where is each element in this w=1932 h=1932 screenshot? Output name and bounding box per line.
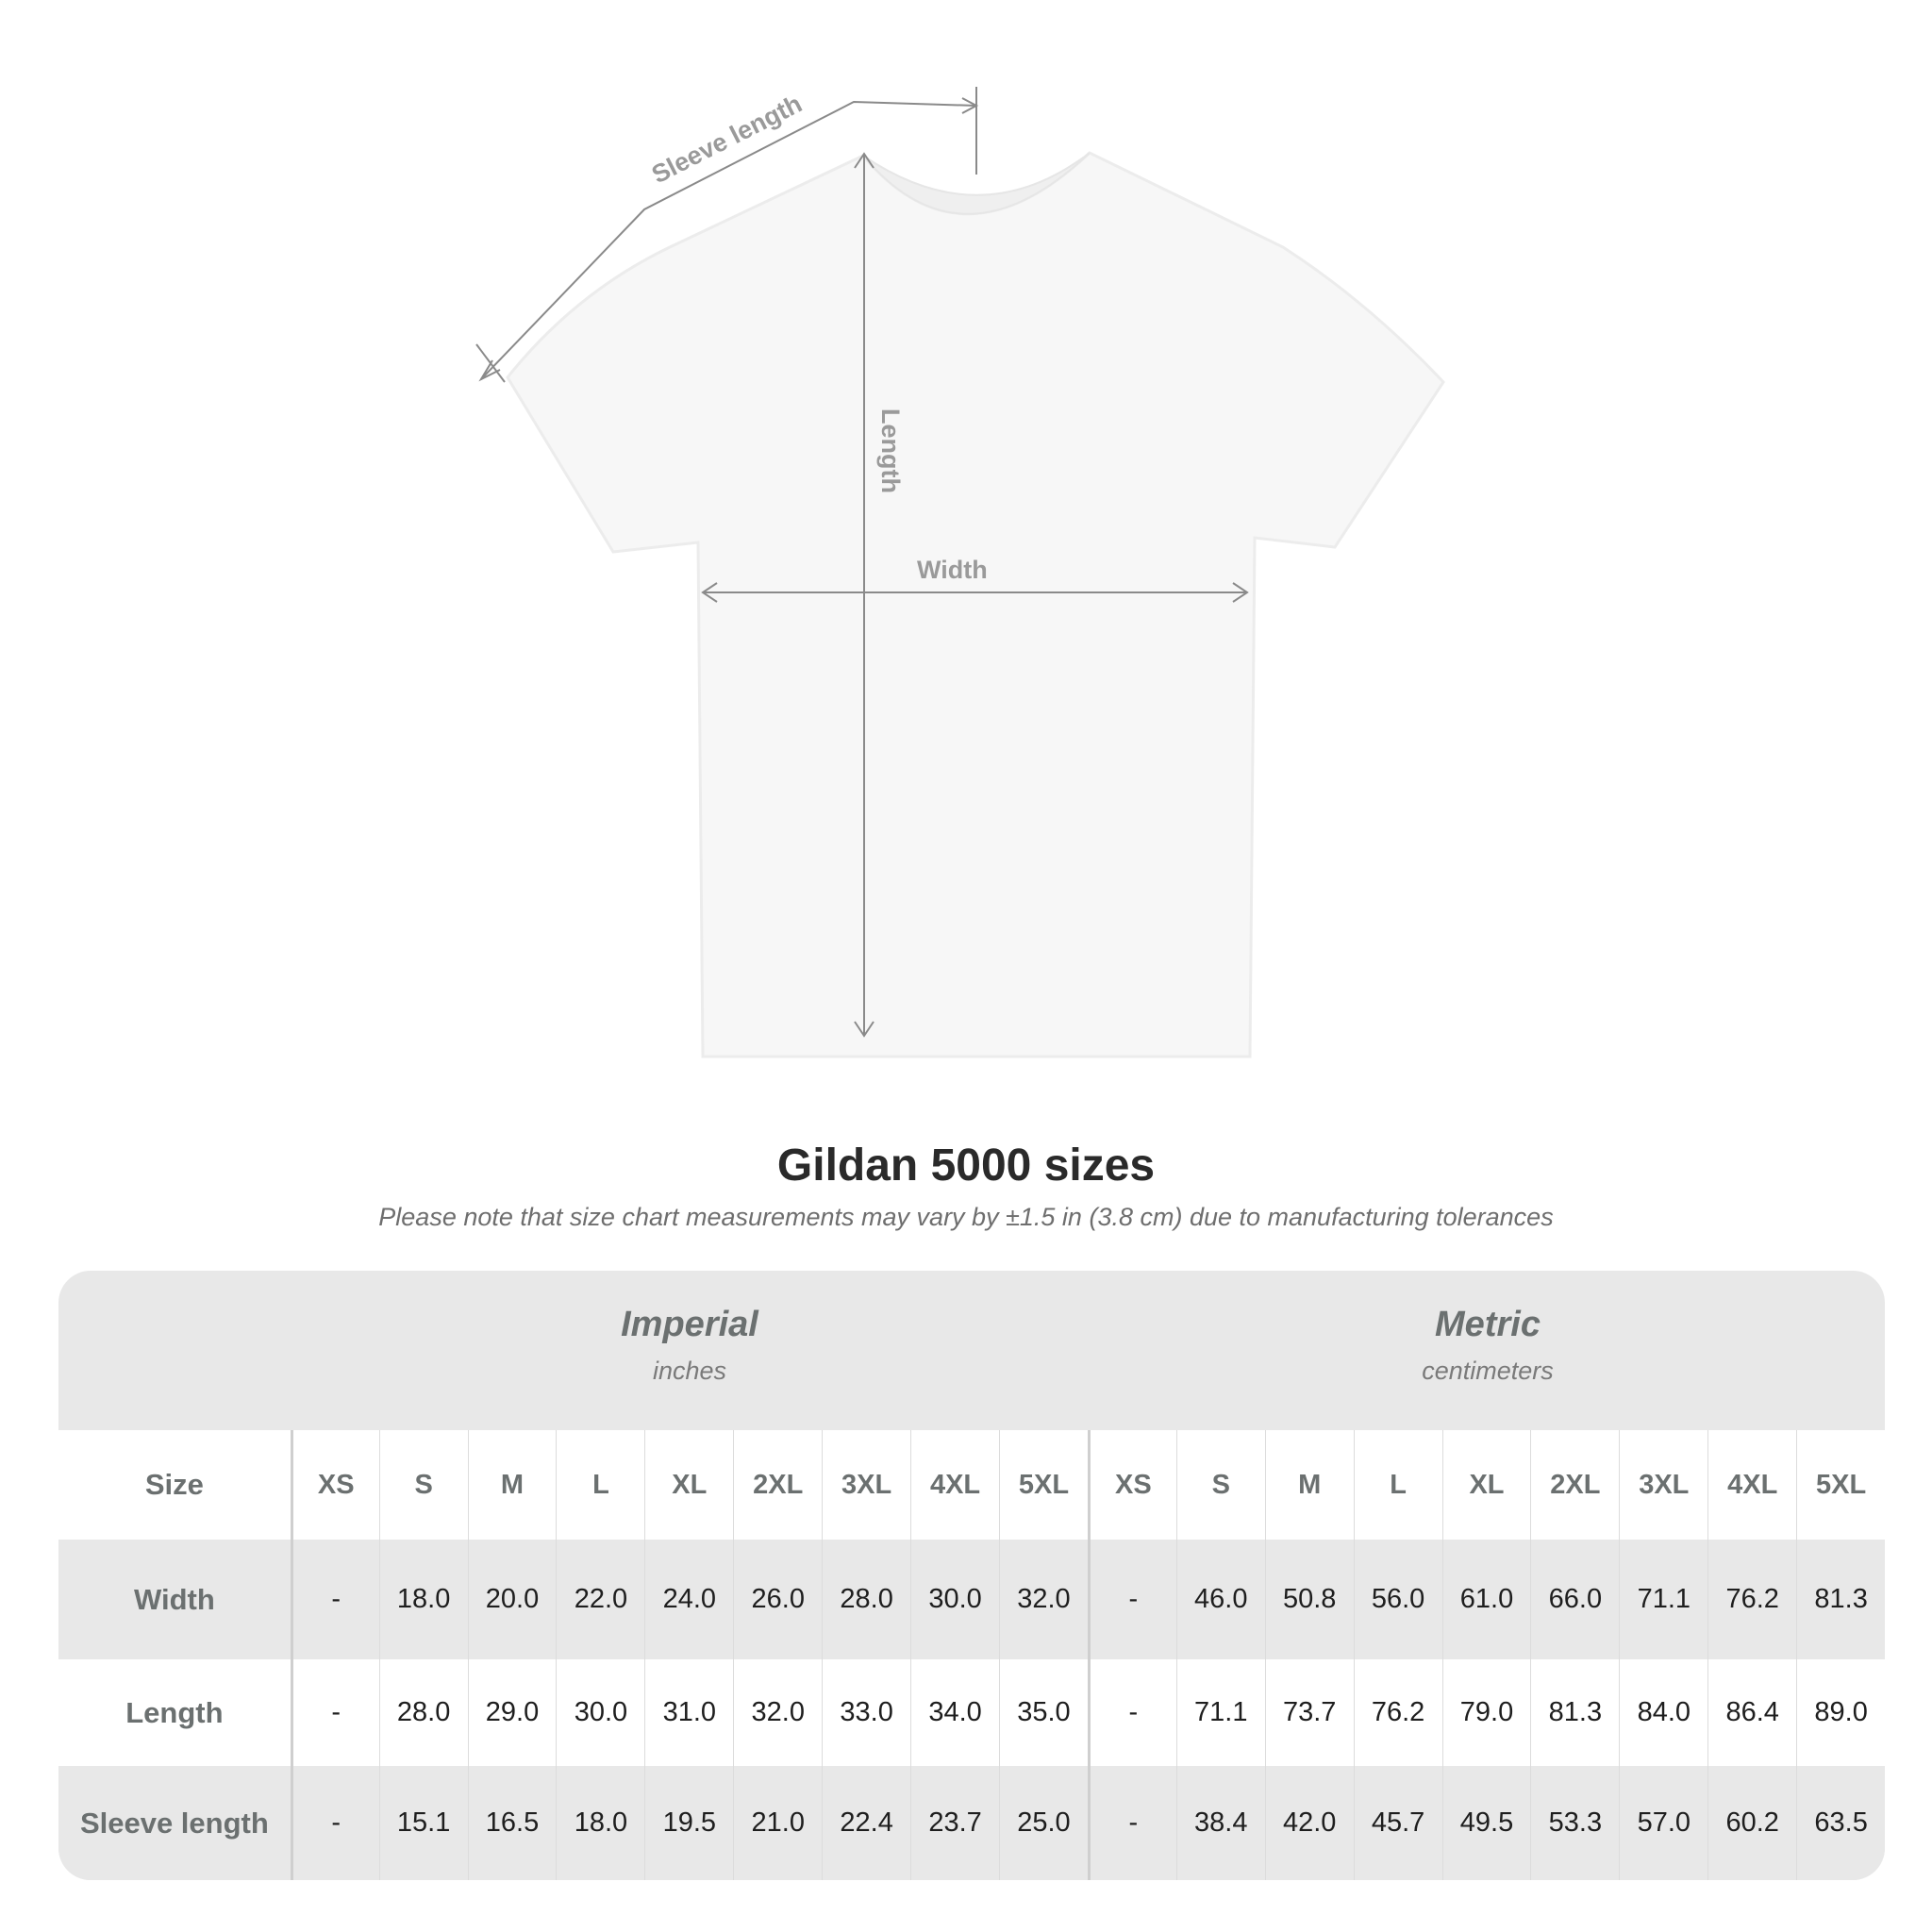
metric-unit: centimeters — [1422, 1357, 1554, 1385]
imperial-value-cell: 30.0 — [556, 1659, 644, 1766]
metric-value-cell: 89.0 — [1796, 1659, 1885, 1766]
imperial-size-header: 2XL — [733, 1430, 822, 1540]
metric-value-cell: 61.0 — [1441, 1540, 1531, 1659]
metric-value-cell: 84.0 — [1619, 1659, 1707, 1766]
imperial-value-cell: 20.0 — [467, 1540, 557, 1659]
table-row: Width -18.0 20.0 22.0 24.0 26.0 28.0 30.0 32.0-4… — [58, 1540, 1885, 1659]
imperial-size-header: 5XL — [999, 1430, 1088, 1540]
metric-size-header: S — [1175, 1430, 1265, 1540]
imperial-value-cell: 22.4 — [822, 1766, 910, 1880]
imperial-value-cell: 35.0 — [999, 1659, 1088, 1766]
metric-size-header: XL — [1441, 1430, 1531, 1540]
imperial-size-header: S — [378, 1430, 468, 1540]
metric-size-header: 2XL — [1530, 1430, 1619, 1540]
metric-value-cell: 76.2 — [1707, 1540, 1796, 1659]
width-label: Width — [917, 556, 988, 584]
imperial-value-cell: 15.1 — [378, 1766, 468, 1880]
length-label: Length — [876, 408, 905, 493]
metric-value-cell: 71.1 — [1619, 1540, 1707, 1659]
imperial-value-cell: 28.0 — [378, 1659, 468, 1766]
row-label: Length — [125, 1695, 224, 1729]
imperial-value-cell: 28.0 — [822, 1540, 910, 1659]
imperial-size-header: M — [467, 1430, 557, 1540]
sleeve-length-line — [480, 100, 977, 380]
imperial-value-cell: 16.5 — [467, 1766, 557, 1880]
metric-value-cell: 42.0 — [1264, 1766, 1354, 1880]
imperial-value-cell: - — [290, 1766, 379, 1880]
metric-value-cell: 56.0 — [1353, 1540, 1442, 1659]
table-row: Length -28.0 29.0 30.0 31.0 32.0 33.0 34.0 35.0-… — [58, 1659, 1885, 1766]
imperial-value-cell: 18.0 — [378, 1540, 468, 1659]
metric-size-header: XS — [1087, 1430, 1176, 1540]
metric-title: Metric — [1435, 1305, 1541, 1344]
imperial-title: Imperial — [621, 1305, 758, 1344]
tolerance-note: Please note that size chart measurements… — [378, 1203, 1554, 1231]
imperial-value-cell: 32.0 — [733, 1659, 822, 1766]
metric-size-header: M — [1264, 1430, 1354, 1540]
metric-value-cell: 45.7 — [1353, 1766, 1442, 1880]
row-label: Width — [133, 1582, 215, 1616]
metric-value-cell: 81.3 — [1796, 1540, 1885, 1659]
imperial-size-header: XL — [644, 1430, 733, 1540]
metric-value-cell: 71.1 — [1175, 1659, 1265, 1766]
imperial-value-cell: 19.5 — [644, 1766, 733, 1880]
metric-value-cell: 53.3 — [1530, 1766, 1619, 1880]
table-row: Sleeve length -15.1 16.5 18.0 19.5 21.0 22.4 23… — [58, 1766, 1885, 1880]
metric-value-cell: - — [1087, 1659, 1176, 1766]
imperial-value-cell: 21.0 — [733, 1766, 822, 1880]
row-label: Sleeve length — [79, 1806, 269, 1840]
metric-value-cell: 76.2 — [1353, 1659, 1442, 1766]
metric-value-cell: 50.8 — [1264, 1540, 1354, 1659]
size-table: Imperial inches Metric centimeters Size X… — [58, 1271, 1885, 1880]
metric-value-cell: 73.7 — [1264, 1659, 1354, 1766]
metric-value-cell: 46.0 — [1175, 1540, 1265, 1659]
tshirt-shape — [506, 151, 1445, 1058]
metric-value-cell: 57.0 — [1619, 1766, 1707, 1880]
page-title: Gildan 5000 sizes — [776, 1141, 1156, 1191]
metric-value-cell: 63.5 — [1796, 1766, 1885, 1880]
metric-value-cell: 60.2 — [1707, 1766, 1796, 1880]
imperial-value-cell: 29.0 — [467, 1659, 557, 1766]
imperial-value-cell: 33.0 — [822, 1659, 910, 1766]
metric-value-cell: - — [1087, 1766, 1176, 1880]
metric-value-cell: 81.3 — [1530, 1659, 1619, 1766]
metric-value-cell: 38.4 — [1175, 1766, 1265, 1880]
imperial-value-cell: 22.0 — [556, 1540, 644, 1659]
metric-size-header: 5XL — [1796, 1430, 1885, 1540]
imperial-value-cell: 24.0 — [644, 1540, 733, 1659]
imperial-value-cell: 25.0 — [999, 1766, 1088, 1880]
imperial-value-cell: 23.7 — [910, 1766, 999, 1880]
imperial-value-cell: - — [290, 1540, 379, 1659]
metric-value-cell: - — [1087, 1540, 1176, 1659]
tshirt-measurement-diagram: Sleeve length Length Width — [475, 87, 1445, 1058]
imperial-value-cell: 32.0 — [999, 1540, 1088, 1659]
size-header-label: Size — [144, 1468, 204, 1501]
imperial-value-cell: 34.0 — [910, 1659, 999, 1766]
imperial-size-header: L — [556, 1430, 644, 1540]
imperial-value-cell: 31.0 — [644, 1659, 733, 1766]
size-header-row: Size XS S M L XL 2XL 3XL 4XL 5XL XS S M L XL 2XL 3XL 4XL 5… — [58, 1430, 1885, 1540]
imperial-size-header: XS — [290, 1430, 379, 1540]
metric-header: Metric centimeters — [1089, 1271, 1885, 1430]
imperial-header: Imperial inches — [291, 1271, 1089, 1430]
metric-value-cell: 49.5 — [1441, 1766, 1531, 1880]
metric-value-cell: 86.4 — [1707, 1659, 1796, 1766]
imperial-value-cell: 30.0 — [910, 1540, 999, 1659]
imperial-size-header: 3XL — [822, 1430, 910, 1540]
metric-value-cell: 79.0 — [1441, 1659, 1531, 1766]
imperial-size-header: 4XL — [910, 1430, 999, 1540]
imperial-value-cell: - — [290, 1659, 379, 1766]
imperial-value-cell: 26.0 — [733, 1540, 822, 1659]
imperial-unit: inches — [652, 1357, 727, 1385]
metric-size-header: 3XL — [1619, 1430, 1707, 1540]
imperial-value-cell: 18.0 — [556, 1766, 644, 1880]
metric-value-cell: 66.0 — [1530, 1540, 1619, 1659]
metric-size-header: L — [1353, 1430, 1442, 1540]
metric-size-header: 4XL — [1707, 1430, 1796, 1540]
